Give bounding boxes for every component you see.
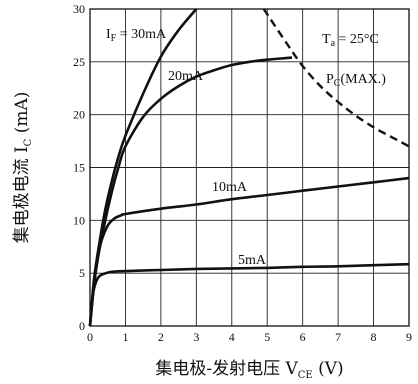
x-tick-label: 8: [371, 330, 377, 344]
x-axis-title: 集电极-发射电压 VCE (V): [155, 359, 343, 381]
series-label-10ma: 10mA: [212, 180, 248, 195]
y-tick-label: 10: [73, 213, 85, 227]
y-tick-label: 20: [73, 108, 85, 122]
x-tick-label: 9: [406, 330, 412, 344]
series-line: [88, 176, 410, 327]
series-label-5ma: 5mA: [238, 253, 267, 268]
x-tick-label: 3: [193, 330, 199, 344]
grid: [90, 9, 409, 326]
x-tick-label: 6: [300, 330, 306, 344]
curves: [88, 8, 410, 327]
series-line: [88, 56, 293, 327]
plot-frame: [89, 8, 410, 327]
x-tick-label: 0: [87, 330, 93, 344]
y-tick-label: 5: [79, 266, 85, 280]
y-tick-label: 30: [73, 2, 85, 16]
y-tick-label: 25: [73, 55, 85, 69]
series-label-20ma: 20mA: [168, 69, 204, 84]
temperature-annotation: Ta = 25°C: [322, 32, 379, 49]
y-axis-title: 集电极电流 IC (mA): [12, 92, 34, 244]
power-limit-annotation: PC(MAX.): [326, 72, 386, 89]
x-tick-label: 4: [229, 330, 235, 344]
x-tick-label: 5: [264, 330, 270, 344]
x-tick-label: 7: [335, 330, 341, 344]
power-limit-curve: [262, 8, 410, 148]
ticks: 0 1 2 3 4 5 6 7 8 9 0 5 10 15 20 25 30: [73, 2, 412, 344]
x-tick-label: 2: [158, 330, 164, 344]
y-tick-label: 15: [73, 161, 85, 175]
y-tick-label: 0: [79, 319, 85, 333]
series-label-30ma: IF = 30mA: [106, 27, 167, 44]
series-line: [88, 262, 410, 327]
x-tick-label: 1: [122, 330, 128, 344]
